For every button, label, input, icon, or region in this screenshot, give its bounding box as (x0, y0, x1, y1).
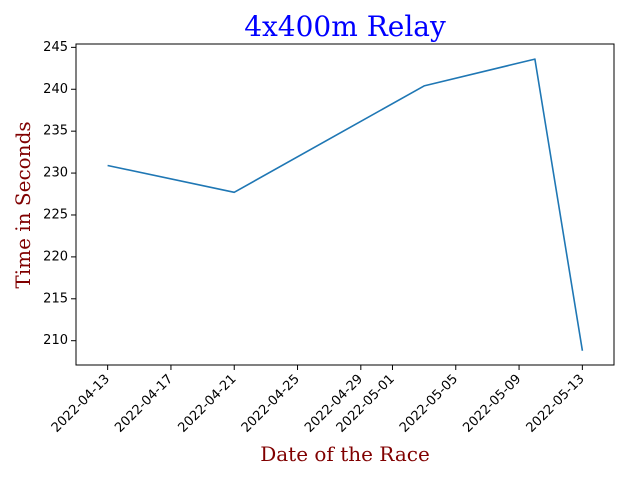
y-tick-label: 235 (43, 124, 68, 139)
x-tick-label: 2022-04-25 (239, 372, 303, 436)
y-tick-label: 225 (43, 207, 68, 222)
y-tick-label: 210 (43, 333, 68, 348)
x-tick-label: 2022-05-13 (524, 372, 588, 436)
y-tick-label: 215 (43, 291, 68, 306)
plot-frame (75, 43, 615, 366)
series-group (107, 58, 584, 351)
x-tick-label: 2022-04-13 (49, 372, 113, 436)
x-axis-ticks: 2022-04-13 2022-04-17 2022-04-21 2022-04-25… (49, 365, 588, 436)
series-line (107, 58, 584, 351)
x-tick-label: 2022-04-17 (112, 372, 176, 436)
y-axis-label: Time in Seconds (11, 121, 35, 288)
x-tick-label: 2022-05-05 (397, 372, 461, 436)
y-axis-ticks: 210 215 220 225 230 235 240 245 (43, 40, 76, 348)
x-tick-label: 2022-05-09 (460, 372, 524, 436)
y-tick-label: 220 (43, 249, 68, 264)
chart-title: 4x400m Relay (244, 10, 446, 43)
y-tick-label: 240 (43, 82, 68, 97)
y-tick-label: 230 (43, 166, 68, 181)
x-axis-label: Date of the Race (260, 442, 430, 466)
y-tick-label: 245 (43, 40, 68, 55)
x-tick-label: 2022-04-21 (176, 372, 240, 436)
